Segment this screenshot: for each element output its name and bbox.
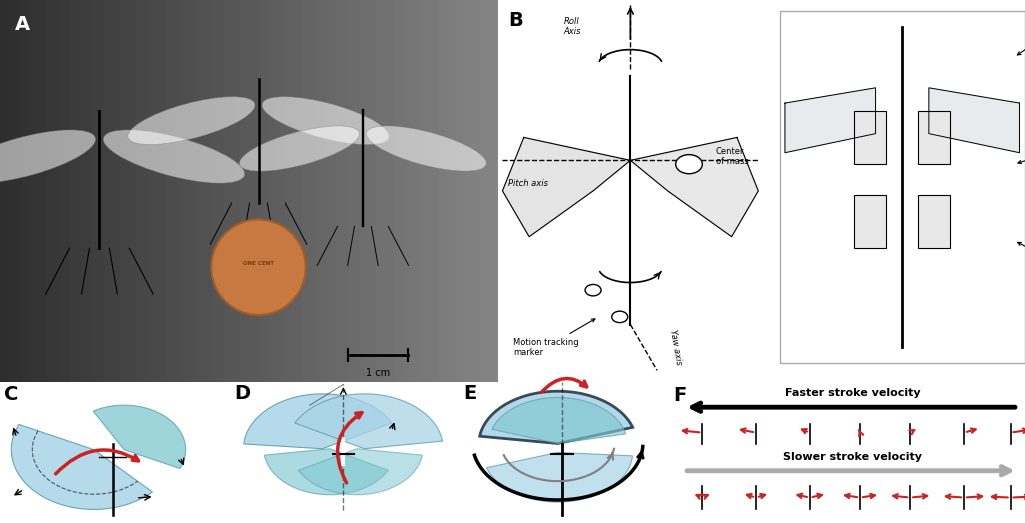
Polygon shape [264, 449, 388, 495]
Ellipse shape [211, 220, 305, 315]
Polygon shape [785, 88, 875, 153]
Text: Transmissions: Transmissions [1018, 146, 1025, 164]
Polygon shape [93, 405, 186, 469]
Ellipse shape [0, 130, 95, 183]
Bar [918, 111, 950, 164]
Ellipse shape [240, 126, 360, 171]
Bar [854, 195, 887, 248]
Text: Slower stroke velocity: Slower stroke velocity [783, 452, 922, 462]
Text: E: E [463, 384, 477, 403]
Circle shape [675, 155, 702, 174]
Text: ONE CENT: ONE CENT [243, 261, 274, 266]
Polygon shape [502, 138, 630, 237]
Text: 1 cm: 1 cm [366, 368, 390, 379]
Text: Flight muscles: Flight muscles [1018, 242, 1025, 269]
Text: Pitch axis: Pitch axis [507, 179, 547, 188]
Bar [854, 111, 887, 164]
Text: B: B [507, 12, 523, 30]
Bar [780, 12, 1025, 363]
Circle shape [612, 311, 627, 323]
Polygon shape [929, 88, 1020, 153]
Text: A: A [15, 15, 30, 35]
Ellipse shape [104, 130, 245, 183]
Polygon shape [11, 425, 153, 509]
Polygon shape [630, 138, 758, 237]
Circle shape [585, 285, 601, 296]
Text: Yaw axis: Yaw axis [667, 329, 683, 366]
Bar [918, 195, 950, 248]
Text: Center
of mass: Center of mass [715, 147, 748, 166]
Polygon shape [492, 397, 625, 444]
Text: Motion tracking
marker: Motion tracking marker [514, 319, 594, 357]
Ellipse shape [262, 97, 390, 144]
Polygon shape [298, 449, 422, 495]
Text: F: F [673, 386, 687, 405]
Polygon shape [295, 394, 443, 449]
Ellipse shape [128, 97, 255, 144]
Polygon shape [480, 391, 632, 444]
Text: C: C [4, 384, 18, 404]
Polygon shape [244, 394, 392, 449]
Ellipse shape [366, 126, 486, 171]
Text: D: D [235, 384, 250, 403]
Text: Faster stroke velocity: Faster stroke velocity [785, 388, 920, 398]
Text: Passive rotation
wing hinges: Passive rotation wing hinges [1018, 13, 1025, 55]
Polygon shape [487, 452, 632, 502]
Text: Roll
Axis: Roll Axis [563, 17, 580, 37]
